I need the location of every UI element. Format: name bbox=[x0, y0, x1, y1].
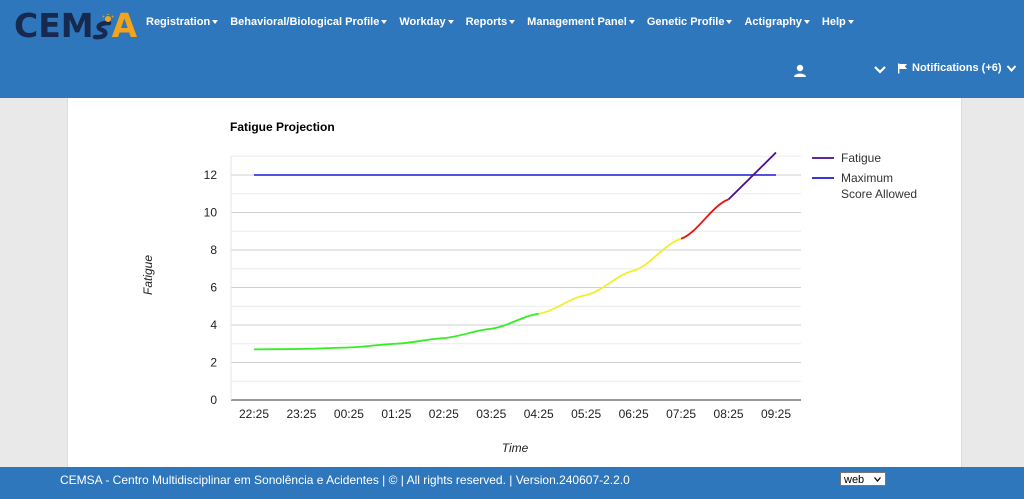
x-tick-label: 06:25 bbox=[619, 407, 649, 421]
logo-text-left: CEM bbox=[14, 5, 94, 45]
menu-label: Reports bbox=[465, 16, 508, 28]
platform-select-value: web bbox=[844, 474, 865, 486]
sun-icon bbox=[92, 14, 114, 40]
y-tick-label: 10 bbox=[204, 206, 218, 220]
menu-workday[interactable]: Workday bbox=[393, 16, 459, 28]
caret-down-icon bbox=[847, 20, 854, 25]
x-tick-label: 00:25 bbox=[334, 407, 364, 421]
menu-reports[interactable]: Reports bbox=[460, 16, 522, 28]
series-fatigue-segment bbox=[727, 151, 777, 201]
x-tick-label: 05:25 bbox=[571, 407, 601, 421]
series-fatigue-segment bbox=[633, 237, 682, 272]
series-fatigue-segment bbox=[396, 337, 444, 345]
series-fatigue-segment bbox=[585, 269, 634, 296]
user-menu-chevron-icon[interactable] bbox=[873, 64, 887, 76]
main-menu: Registration Behavioral/Biological Profi… bbox=[140, 0, 860, 44]
legend-entry-text: Score Allowed bbox=[841, 187, 917, 201]
menu-registration[interactable]: Registration bbox=[140, 16, 224, 28]
chevron-down-icon bbox=[874, 477, 881, 482]
caret-down-icon bbox=[212, 20, 219, 25]
footer-text: CEMSA - Centro Multidisciplinar em Sonol… bbox=[60, 473, 630, 487]
menu-help[interactable]: Help bbox=[816, 16, 860, 28]
menu-label: Help bbox=[821, 16, 846, 28]
top-navbar: CEM A Registration Behavioral/Biological… bbox=[0, 0, 1024, 98]
series-fatigue-segment bbox=[443, 327, 492, 340]
chart-title: Fatigue Projection bbox=[230, 120, 335, 134]
menu-actigraphy[interactable]: Actigraphy bbox=[738, 16, 815, 28]
x-tick-label: 23:25 bbox=[286, 407, 316, 421]
footer: CEMSA - Centro Multidisciplinar em Sonol… bbox=[0, 467, 1024, 499]
menu-management-panel[interactable]: Management Panel bbox=[521, 16, 641, 28]
menu-label: Behavioral/Biological Profile bbox=[230, 16, 380, 28]
flag-icon bbox=[898, 63, 907, 73]
x-tick-label: 04:25 bbox=[524, 407, 554, 421]
series-fatigue-segment bbox=[301, 346, 349, 350]
platform-select[interactable]: web bbox=[840, 472, 886, 486]
menu-label: Workday bbox=[399, 16, 446, 28]
caret-down-icon bbox=[381, 20, 388, 25]
caret-down-icon bbox=[803, 20, 810, 25]
x-tick-label: 01:25 bbox=[381, 407, 411, 421]
series-fatigue-segment bbox=[680, 198, 729, 240]
menu-label: Actigraphy bbox=[744, 16, 802, 28]
notifications-menu[interactable]: Notifications (+6) bbox=[897, 62, 1017, 74]
fatigue-chart: Fatigue Projection Fatigue Time 0 2 4 6 8 10 1… bbox=[141, 120, 917, 455]
series-fatigue-segment bbox=[348, 342, 397, 349]
caret-down-icon bbox=[726, 20, 733, 25]
chevron-down-icon bbox=[1006, 64, 1016, 72]
x-tick-label: 22:25 bbox=[239, 407, 269, 421]
x-axis-label: Time bbox=[502, 441, 529, 455]
legend-entry-text: Maximum bbox=[841, 171, 893, 185]
menu-label: Registration bbox=[146, 16, 211, 28]
y-tick-label: 0 bbox=[210, 393, 217, 407]
x-tick-label: 09:25 bbox=[761, 407, 791, 421]
cemsa-logo[interactable]: CEM A bbox=[14, 5, 137, 45]
logo-text-right: A bbox=[111, 5, 138, 45]
x-tick-label: 03:25 bbox=[476, 407, 506, 421]
y-tick-label: 6 bbox=[210, 281, 217, 295]
menu-label: Genetic Profile bbox=[646, 16, 725, 28]
x-tick-label: 08:25 bbox=[714, 407, 744, 421]
series-fatigue-segment bbox=[491, 312, 539, 330]
legend-entry-text: Fatigue bbox=[841, 151, 881, 165]
menu-genetic-profile[interactable]: Genetic Profile bbox=[641, 16, 739, 28]
y-axis-label: Fatigue bbox=[141, 255, 155, 295]
x-tick-label: 02:25 bbox=[429, 407, 459, 421]
y-tick-label: 2 bbox=[210, 356, 217, 370]
menu-label: Management Panel bbox=[527, 16, 627, 28]
content-panel: Fatigue Projection Fatigue Time 0 2 4 6 8 10 1… bbox=[67, 98, 962, 467]
y-tick-label: 8 bbox=[210, 243, 217, 257]
y-tick-label: 12 bbox=[204, 168, 218, 182]
caret-down-icon bbox=[628, 20, 635, 25]
notifications-label: Notifications (+6) bbox=[912, 62, 1002, 74]
user-icon[interactable] bbox=[793, 64, 807, 78]
y-tick-label: 4 bbox=[210, 318, 217, 332]
caret-down-icon bbox=[447, 20, 454, 25]
series-fatigue-segment bbox=[538, 294, 587, 315]
caret-down-icon bbox=[509, 20, 516, 25]
x-tick-label: 07:25 bbox=[666, 407, 696, 421]
menu-behavioral-profile[interactable]: Behavioral/Biological Profile bbox=[224, 16, 393, 28]
